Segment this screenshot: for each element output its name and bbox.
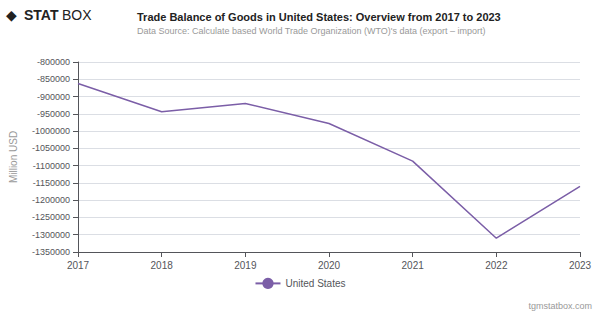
svg-text:2023: 2023 <box>569 260 592 271</box>
svg-text:◆: ◆ <box>6 7 17 23</box>
svg-text:2018: 2018 <box>151 260 174 271</box>
svg-text:-1150000: -1150000 <box>33 178 70 188</box>
svg-text:2022: 2022 <box>485 260 508 271</box>
svg-text:STAT: STAT <box>24 7 59 23</box>
svg-text:-1200000: -1200000 <box>32 195 70 205</box>
svg-text:-1000000: -1000000 <box>32 126 70 136</box>
svg-text:Million USD: Million USD <box>8 131 19 183</box>
svg-text:tgmstatbox.com: tgmstatbox.com <box>528 301 592 311</box>
svg-text:United States: United States <box>285 278 345 289</box>
svg-text:-1350000: -1350000 <box>32 247 70 257</box>
svg-text:-900000: -900000 <box>37 92 70 102</box>
svg-text:-800000: -800000 <box>37 57 70 67</box>
svg-text:-850000: -850000 <box>37 74 70 84</box>
svg-text:2019: 2019 <box>234 260 257 271</box>
svg-text:Trade Balance of Goods in Unit: Trade Balance of Goods in United States:… <box>137 11 501 23</box>
svg-text:-1050000: -1050000 <box>32 143 70 153</box>
svg-text:-950000: -950000 <box>37 109 70 119</box>
svg-text:2017: 2017 <box>67 260 90 271</box>
svg-text:-1300000: -1300000 <box>32 230 70 240</box>
svg-text:Data Source: Calculate based W: Data Source: Calculate based World Trade… <box>137 26 486 36</box>
svg-text:2021: 2021 <box>402 260 425 271</box>
svg-text:-1100000: -1100000 <box>33 161 70 171</box>
svg-text:-1250000: -1250000 <box>32 212 70 222</box>
svg-text:2020: 2020 <box>318 260 341 271</box>
svg-text:BOX: BOX <box>62 7 92 23</box>
